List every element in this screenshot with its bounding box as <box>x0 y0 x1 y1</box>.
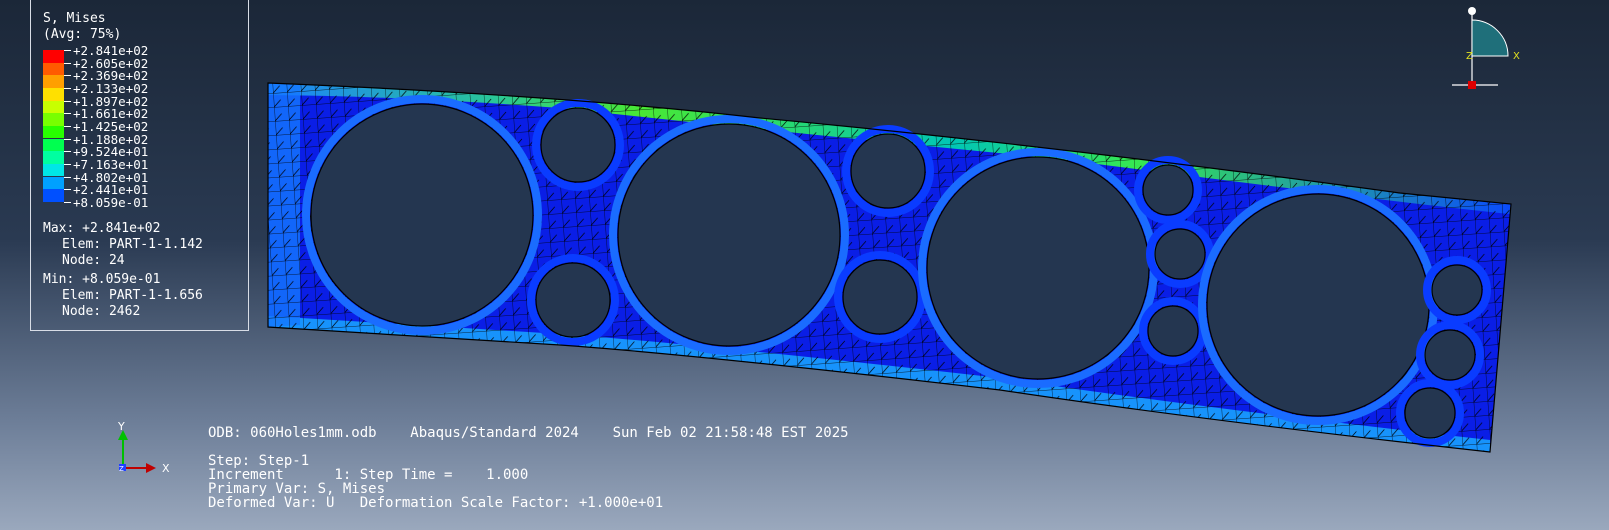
legend-tick <box>64 189 71 191</box>
primary-var-line: Primary Var: S, Mises <box>208 481 386 497</box>
legend-subtitle: (Avg: 75%) <box>43 27 122 42</box>
legend-value-label: +9.524e+01 <box>73 144 149 160</box>
triad-origin <box>119 464 126 471</box>
legend-tick <box>64 125 71 127</box>
hole <box>535 262 611 338</box>
contour-legend[interactable]: S, Mises (Avg: 75%) +2.841e+02 +2.605e+02… <box>30 0 249 331</box>
legend-tick <box>64 176 71 178</box>
legend-tick <box>64 75 71 77</box>
legend-tick <box>64 100 71 102</box>
hole <box>1431 264 1483 316</box>
legend-value-label: +2.133e+02 <box>73 80 149 96</box>
legend-color-swatch <box>43 125 64 139</box>
hole <box>1404 387 1456 439</box>
part-outline <box>267 82 1512 453</box>
triad-y-label: Y <box>117 420 125 433</box>
triad-y-arrow <box>118 430 128 440</box>
legend-value-label: +1.425e+02 <box>73 118 149 134</box>
hole <box>1206 193 1430 417</box>
triad-z-label: Z <box>119 465 124 473</box>
legend-min-element: Elem: PART-1-1.656 <box>62 288 203 303</box>
hole <box>1424 329 1476 381</box>
hole-stress-ring <box>842 125 934 217</box>
hole <box>310 103 534 327</box>
legend-min-value: Min: +8.059e-01 <box>43 272 161 287</box>
view-triad-origin-marker <box>1468 81 1476 89</box>
increment-line: Increment 1: Step Time = 1.000 <box>208 467 529 483</box>
legend-color-swatch <box>43 138 64 152</box>
legend-color-swatch <box>43 100 64 114</box>
hole-stress-ring <box>1416 321 1484 389</box>
legend-color-swatch <box>43 163 64 177</box>
legend-max-node: Node: 24 <box>62 253 125 268</box>
hole-stress-ring <box>1423 256 1491 324</box>
legend-tick <box>64 163 71 165</box>
view-triad-quadrant <box>1471 19 1509 57</box>
legend-tick <box>64 113 71 115</box>
view-triad[interactable]: X Z <box>1452 7 1520 89</box>
view-triad-x-label: X <box>1513 51 1520 62</box>
legend-tick <box>64 201 71 203</box>
legend-value-label: +8.059e-01 <box>73 194 149 210</box>
deformed-var-line: Deformed Var: U Deformation Scale Factor… <box>208 495 664 511</box>
holes-layer <box>302 95 1491 447</box>
legend-value-label: +1.897e+02 <box>73 93 149 109</box>
title-block: ODB: 060Holes1mm.odb Abaqus/Standard 202… <box>208 424 849 510</box>
hole-stress-ring <box>527 254 619 346</box>
legend-color-swatch <box>43 50 64 63</box>
legend-tick <box>64 50 71 51</box>
legend-value-label: +1.188e+02 <box>73 131 149 147</box>
deformed-part <box>267 82 1512 453</box>
legend-tick <box>64 62 71 64</box>
legend-tick <box>64 151 71 153</box>
hole-stress-ring <box>302 95 542 335</box>
legend-color-swatch <box>43 75 64 88</box>
legend-color-swatch <box>43 176 64 190</box>
legend-value-label: +1.661e+02 <box>73 106 149 122</box>
legend-color-swatch <box>43 87 64 101</box>
legend-color-swatch <box>43 189 64 202</box>
hole <box>842 259 918 335</box>
legend-color-swatch <box>43 62 64 76</box>
hole-stress-ring <box>1396 379 1464 447</box>
legend-value-label: +2.605e+02 <box>73 55 149 71</box>
legend-value-label: +2.841e+02 <box>73 43 149 58</box>
triad-x-arrow <box>146 463 156 473</box>
legend-title: S, Mises <box>43 11 106 26</box>
view-triad-top-dot <box>1468 7 1476 15</box>
hole <box>1154 228 1206 280</box>
legend-value-label: +2.369e+02 <box>73 68 149 84</box>
legend-value-label: +4.802e+01 <box>73 169 149 185</box>
legend-value-label: +7.163e+01 <box>73 156 149 172</box>
hole-stress-ring <box>1134 156 1202 224</box>
legend-min-node: Node: 2462 <box>62 304 141 319</box>
legend-color-swatch <box>43 151 64 164</box>
legend-max-value: Max: +2.841e+02 <box>43 221 161 236</box>
hole <box>1142 164 1194 216</box>
hole-stress-ring <box>532 99 624 191</box>
hole <box>1147 305 1199 357</box>
view-triad-z-label: Z <box>1466 51 1473 62</box>
hole <box>850 133 926 209</box>
legend-max-element: Elem: PART-1-1.142 <box>62 237 203 252</box>
hole <box>926 156 1150 380</box>
hole <box>617 123 841 347</box>
legend-tick <box>64 138 71 140</box>
step-line: Step: Step-1 <box>208 453 310 469</box>
legend-value-label: +2.441e+01 <box>73 182 149 198</box>
coordinate-triad[interactable]: Y X Z <box>117 420 170 475</box>
legend-color-swatch <box>43 113 64 126</box>
hole-stress-ring <box>609 115 849 355</box>
legend-tick <box>64 87 71 89</box>
triad-x-label: X <box>162 462 170 475</box>
odb-line: ODB: 060Holes1mm.odb Abaqus/Standard 202… <box>208 425 849 441</box>
hole <box>540 107 616 183</box>
